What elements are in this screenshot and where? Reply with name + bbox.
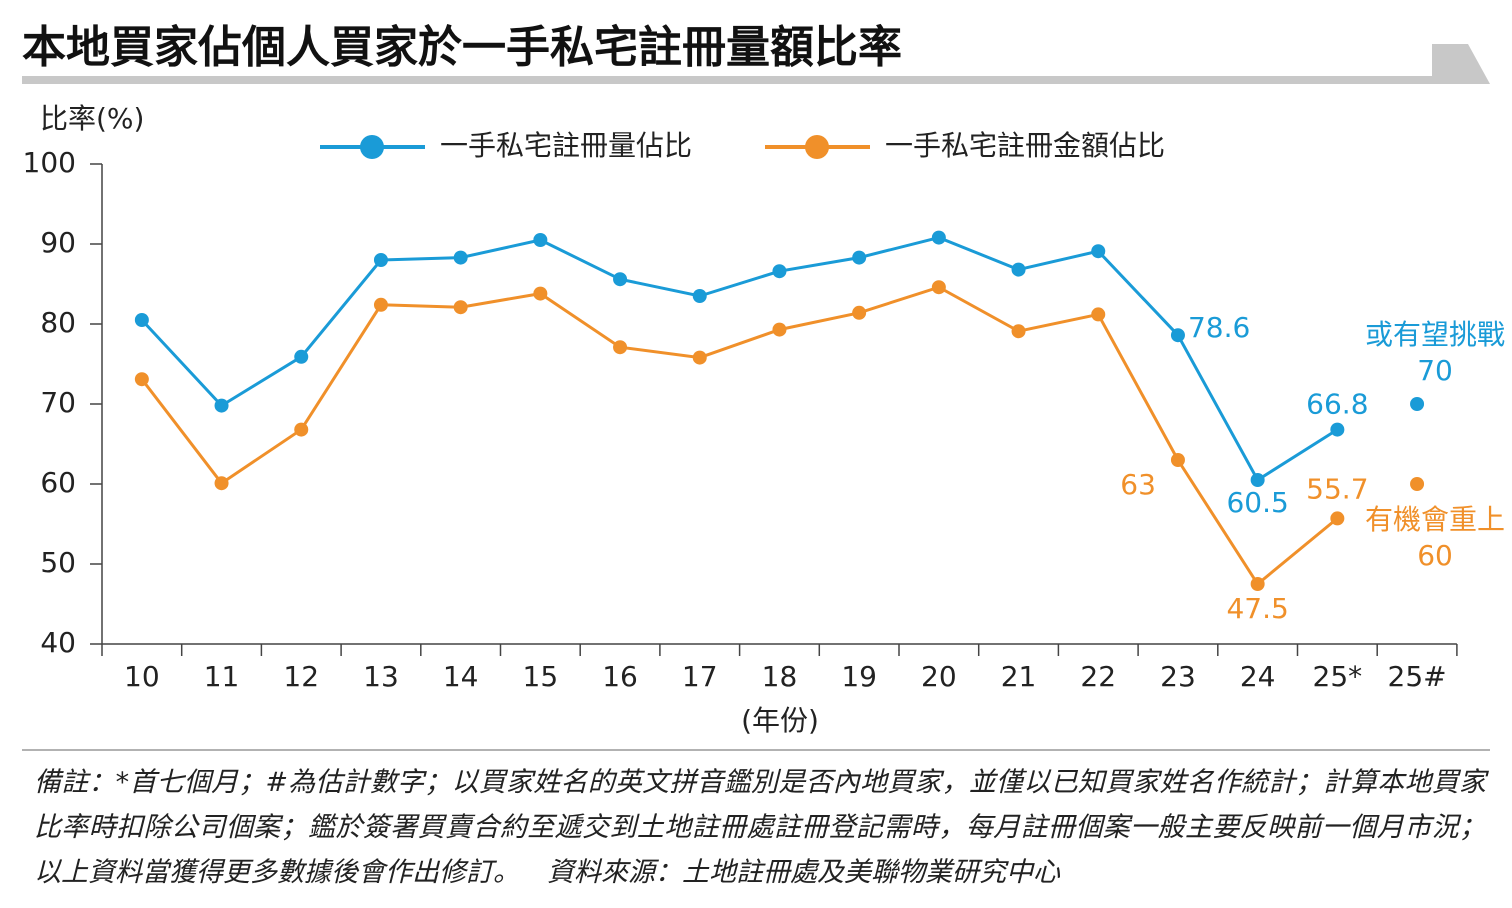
data-label: 47.5 [1226, 592, 1288, 625]
x-tick-label: 17 [682, 660, 718, 693]
point [772, 322, 787, 337]
series-line [140, 236, 1339, 483]
point [931, 280, 946, 295]
point [1091, 307, 1106, 322]
data-label: 55.7 [1306, 472, 1368, 505]
x-tick-label: 19 [841, 660, 877, 693]
point [852, 305, 867, 320]
point [1170, 453, 1185, 467]
estimate-label: 60 [1417, 539, 1453, 572]
title-bar [22, 76, 1462, 84]
x-tick-label: 25* [1313, 660, 1363, 693]
y-tick-label: 70 [40, 386, 76, 419]
data-label: 78.6 [1188, 311, 1250, 344]
note: 備註：*首七個月；#為估計數字；以買家姓名的英文拼音鑑別是否內地買家，並僅以已知… [34, 767, 1486, 888]
x-tick-label: 18 [762, 660, 798, 693]
x-tick-label: 12 [283, 660, 319, 693]
x-tick-label: 15 [523, 660, 559, 693]
estimate-note: 或有望挑戰 [1365, 318, 1505, 351]
estimate-label: 70 [1417, 354, 1453, 387]
legend-marker [805, 135, 829, 159]
footnote: 備註：*首七個月；#為估計數字；以買家姓名的英文拼音鑑別是否內地買家，並僅以已知… [34, 760, 1486, 895]
point [1330, 511, 1345, 526]
point [613, 340, 628, 355]
chart-title: 本地買家佔個人買家於一手私宅註冊量額比率 [22, 22, 902, 73]
y-tick-label: 50 [40, 546, 76, 579]
data-label: 66.8 [1306, 388, 1368, 421]
point [1091, 244, 1106, 259]
estimate-point [1410, 397, 1425, 411]
legend-label: 一手私宅註冊量佔比 [440, 129, 692, 162]
point [533, 233, 548, 247]
x-tick-label: 23 [1160, 660, 1196, 693]
x-tick-label: 14 [443, 660, 479, 693]
estimate-note: 有機會重上 [1365, 503, 1505, 536]
point [772, 264, 787, 279]
title-wedge [1432, 44, 1490, 84]
data-label: 60.5 [1226, 486, 1288, 519]
point [1170, 328, 1185, 343]
source: 資料來源：土地註冊處及美聯物業研究中心 [547, 857, 1060, 888]
x-tick-label: 24 [1240, 660, 1276, 693]
series-line [140, 285, 1339, 587]
x-tick-label: 21 [1001, 660, 1037, 693]
y-tick-label: 60 [40, 466, 76, 499]
point [453, 250, 468, 265]
estimate-point [1410, 477, 1425, 491]
y-tick-label: 80 [40, 306, 76, 339]
point [453, 300, 468, 315]
legend-label: 一手私宅註冊金額佔比 [885, 129, 1165, 162]
point [294, 349, 309, 364]
x-tick-label: 25# [1388, 660, 1447, 693]
point [134, 372, 149, 387]
x-tick-label: 11 [204, 660, 240, 693]
point [692, 289, 707, 303]
x-tick-label: 20 [921, 660, 957, 693]
point [852, 250, 867, 265]
point [294, 422, 309, 437]
y-tick-label: 90 [40, 226, 76, 259]
point [1250, 577, 1265, 591]
legend-marker [360, 135, 384, 159]
y-tick-label: 40 [40, 626, 76, 659]
chart: 本地買家佔個人買家於一手私宅註冊量額比率 比率(%) (年份) 40 50 60 70… [22, 22, 1505, 751]
x-tick-label: 16 [602, 660, 638, 693]
point [373, 297, 388, 312]
data-label: 63 [1120, 468, 1156, 501]
point [373, 253, 388, 267]
point [134, 313, 149, 327]
point [1250, 473, 1265, 487]
y-axis-label: 比率(%) [40, 102, 144, 135]
point [1330, 422, 1345, 437]
y-tick-label: 100 [23, 146, 76, 179]
point [931, 230, 946, 245]
x-tick-label: 10 [124, 660, 160, 693]
point [1011, 262, 1026, 277]
point [533, 286, 548, 301]
point [613, 272, 628, 287]
x-axis-label: (年份) [741, 704, 819, 737]
x-tick-label: 13 [363, 660, 399, 693]
point [214, 476, 229, 491]
point [692, 350, 707, 365]
x-tick-label: 22 [1080, 660, 1116, 693]
point [214, 398, 229, 413]
point [1011, 324, 1026, 339]
